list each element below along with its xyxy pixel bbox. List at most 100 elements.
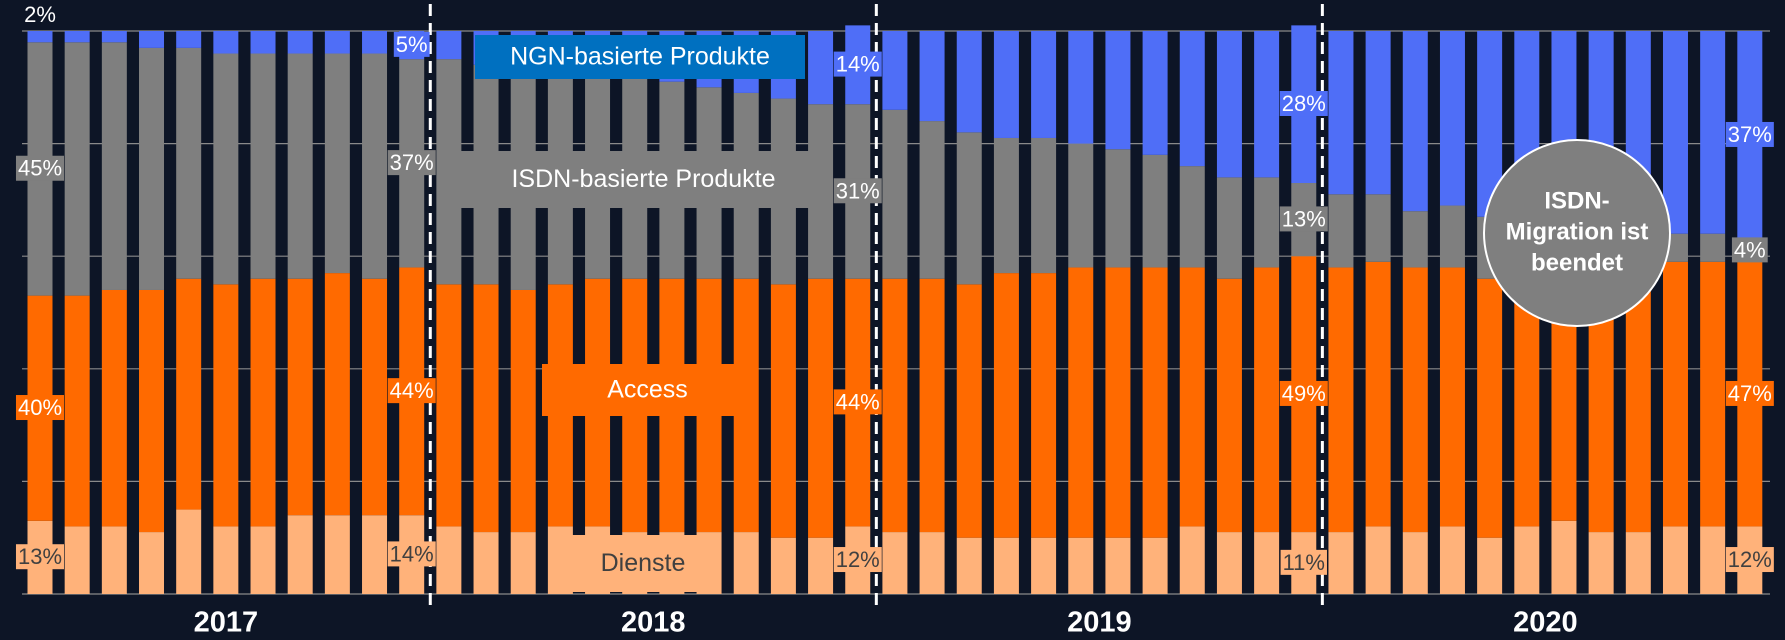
bar-segment	[993, 31, 1019, 138]
callout-text: beendet	[1531, 249, 1623, 276]
bar-segment	[1254, 267, 1280, 533]
bar-segment	[1625, 532, 1651, 594]
bar-segment	[287, 278, 313, 516]
data-label-bg	[1279, 206, 1328, 232]
bar-segment	[1328, 532, 1354, 594]
bar-segment	[1105, 267, 1131, 538]
bar-segment	[1254, 532, 1280, 594]
bar-segment	[1216, 532, 1242, 594]
bar-segment	[1068, 267, 1094, 538]
series-name-box	[459, 151, 828, 208]
year-label: 2018	[621, 607, 686, 639]
bar-segment	[808, 537, 834, 594]
data-label: 49%	[1282, 381, 1326, 406]
bar-segment	[1700, 526, 1726, 594]
bar-segment	[324, 53, 350, 274]
data-label: 28%	[1282, 91, 1326, 116]
series-name: ISDN-basierte Produkte	[511, 165, 775, 193]
bar-segment	[1700, 261, 1726, 527]
bar-segment	[770, 284, 796, 538]
bar-segment	[919, 121, 945, 279]
data-label: 45%	[18, 156, 62, 181]
bar-segment	[1105, 31, 1131, 150]
bar-segment	[1254, 31, 1280, 178]
bar-segment	[1402, 211, 1428, 268]
bar-segment	[27, 31, 53, 43]
bar-segment	[436, 31, 462, 60]
bar-segment	[139, 532, 165, 594]
bar-segment	[1402, 532, 1428, 594]
data-label-group: 11%	[1280, 549, 1327, 575]
bar-segment	[510, 289, 536, 533]
data-label: 37%	[1728, 122, 1772, 147]
data-label-bg	[1725, 380, 1774, 406]
data-label: 5%	[396, 32, 428, 57]
callout-circle	[1483, 139, 1671, 327]
bar-segment	[436, 526, 462, 594]
bar-segment	[1439, 267, 1465, 527]
year-label: 2020	[1513, 607, 1578, 639]
bar-segment	[1328, 194, 1354, 268]
bar-segment	[1365, 261, 1391, 527]
data-label-bg	[15, 544, 65, 570]
data-label: 40%	[18, 395, 62, 420]
bar-segment	[956, 31, 982, 133]
data-label-group: 4%	[1731, 237, 1768, 263]
data-label-group: 28%	[1279, 91, 1328, 117]
data-label-group: 45%	[15, 155, 65, 181]
data-label: 14%	[390, 541, 434, 566]
data-label: 14%	[836, 52, 880, 77]
bar-segment	[547, 526, 573, 594]
data-label-bg	[1731, 237, 1768, 263]
bar-segment	[139, 31, 165, 48]
bar-segment	[362, 31, 388, 54]
bar-segment	[101, 289, 127, 527]
data-label-group: 14%	[387, 541, 436, 567]
data-label-group: 44%	[387, 378, 436, 404]
callout-text: ISDN-	[1544, 187, 1609, 214]
data-label-bg	[393, 31, 430, 57]
bar-segment	[101, 526, 127, 594]
bar-segment	[808, 278, 834, 538]
bar-segment	[1662, 526, 1688, 594]
bar-segment	[919, 31, 945, 122]
data-label-group: 31%	[833, 178, 882, 204]
bar-segment	[176, 47, 202, 279]
bar-segment	[176, 31, 202, 48]
series-name: Dienste	[601, 549, 686, 577]
series-name-box	[569, 535, 717, 592]
data-label-bg	[15, 395, 65, 421]
bar-segment	[139, 47, 165, 290]
bar-segment	[213, 284, 239, 527]
data-label: 11%	[1283, 550, 1325, 575]
data-label-bg	[15, 155, 65, 181]
bar-segment	[324, 31, 350, 54]
bar-segment	[250, 278, 276, 527]
bar-segment	[993, 273, 1019, 538]
data-label: 12%	[836, 547, 880, 572]
bar-segment	[1031, 273, 1057, 538]
bar-segment	[362, 515, 388, 594]
bar-segment	[1179, 31, 1205, 167]
data-label-bg	[833, 178, 882, 204]
data-label: 13%	[1282, 206, 1326, 231]
bar-segment	[1328, 31, 1354, 195]
data-label-group: 5%	[393, 31, 430, 57]
data-label: 37%	[390, 150, 434, 175]
bar-segment	[213, 53, 239, 285]
bar-segment	[1700, 31, 1726, 234]
series-name: Access	[607, 376, 688, 404]
bar-segment	[436, 59, 462, 285]
callout-text: Migration ist	[1506, 218, 1649, 245]
data-label-bg	[1725, 547, 1774, 573]
bar-segment	[250, 53, 276, 279]
year-label: 2019	[1067, 607, 1132, 639]
bar-segment	[436, 284, 462, 527]
data-label: 44%	[836, 389, 880, 414]
bar-segment	[956, 537, 982, 594]
bar-segment	[1105, 537, 1131, 594]
bar-segment	[176, 509, 202, 594]
bar-segment	[956, 284, 982, 538]
bar-segment	[324, 515, 350, 594]
data-label-group: 13%	[15, 544, 65, 570]
